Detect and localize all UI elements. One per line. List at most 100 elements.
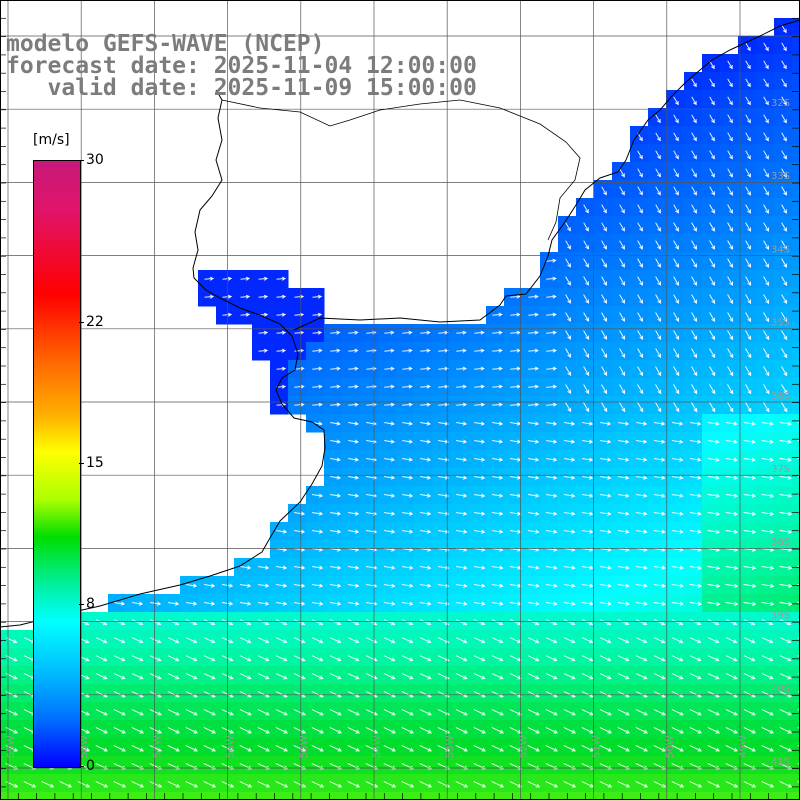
wind-arrow [473,637,486,644]
wind-arrow [709,186,715,196]
wind-arrow [691,348,698,359]
wind-arrow [635,439,648,444]
wind-arrow [455,619,468,626]
wind-arrow [365,583,378,588]
wind-arrow [653,673,666,680]
wind-arrow [599,565,612,570]
wind-arrow [689,637,702,644]
wind-arrow [689,439,702,444]
field-cell [792,36,800,55]
field-cell [792,684,800,703]
wind-arrow [779,601,793,606]
field-cell [684,792,703,800]
wind-arrow [601,276,607,286]
wind-arrow [527,511,540,516]
wind-arrow [689,727,702,734]
wind-arrow [564,439,576,444]
wind-arrow [653,511,666,516]
wind-arrow [563,457,576,462]
wind-arrow [671,637,684,644]
wind-arrow [745,150,751,160]
wind-arrow [527,745,540,752]
wind-arrow [491,583,504,588]
wind-arrow [671,655,684,662]
longitude-label: 49W [738,735,749,758]
wind-vector-arrows [5,24,800,800]
wind-arrow [492,402,504,407]
wind-arrow [745,366,752,377]
wind-arrow [222,583,234,588]
wind-arrow [707,457,720,462]
wind-arrow [637,402,644,413]
wind-arrow [275,637,288,644]
field-cell [738,792,757,800]
wind-arrow [653,709,666,716]
wind-arrow [781,150,787,160]
wind-arrow [383,655,396,662]
wind-arrow [257,601,270,606]
wind-arrow [365,709,378,716]
wind-arrow [761,511,775,516]
wind-arrow [383,709,396,716]
wind-arrow [528,330,539,335]
wind-arrow [707,511,721,516]
wind-arrow [401,673,414,680]
wind-arrow [635,781,649,788]
wind-arrow [725,619,738,626]
wind-arrow [402,421,413,426]
wind-arrow [257,727,270,734]
field-cell [18,792,37,800]
wind-arrow [113,781,127,788]
wind-arrow [420,384,431,389]
wind-arrow [671,673,684,680]
wind-arrow [707,493,721,498]
wind-arrow [491,565,504,570]
forecast-date: forecast date: 2025-11-04 12:00:00 [6,53,477,79]
wind-arrow [565,402,572,413]
wind-arrow [617,781,631,788]
wind-arrow [763,150,769,160]
wind-arrow [689,673,702,680]
wind-arrow [276,330,287,335]
wind-arrow [473,709,486,716]
wind-arrow [673,384,680,395]
wind-arrow [761,637,774,644]
wind-arrow [655,132,661,142]
wind-arrow [330,348,341,353]
wind-arrow [617,493,630,498]
wind-arrow [635,529,648,534]
wind-arrow [438,421,450,426]
wind-arrow [329,601,342,606]
wind-arrow [131,637,144,644]
wind-arrow [384,384,395,389]
wind-arrow [673,330,680,341]
wind-arrow [347,709,360,716]
wind-arrow [565,330,571,340]
wind-arrow [637,366,644,377]
wind-arrow [438,493,450,498]
wind-arrow [131,781,145,788]
colorbar-unit: [m/s] [33,132,70,148]
wind-arrow [419,583,432,588]
wind-arrow [257,619,270,626]
wind-arrow [583,258,589,268]
wind-arrow [419,655,432,662]
wind-arrow [673,240,679,250]
field-cell [396,792,415,800]
wind-arrow [745,294,752,305]
wind-arrow [617,601,630,606]
wind-arrow [779,475,793,480]
wind-arrow [565,276,571,286]
wind-arrow [420,439,432,444]
field-cell [432,792,451,800]
wind-arrow [402,511,414,516]
wind-arrow [546,294,557,299]
field-cell [792,90,800,109]
wind-arrow [707,781,721,788]
wind-arrow [383,727,396,734]
wind-arrow [420,493,432,498]
wind-arrow [671,475,684,480]
field-cell [792,198,800,217]
wind-arrow [725,547,739,552]
wind-arrow [456,330,467,335]
